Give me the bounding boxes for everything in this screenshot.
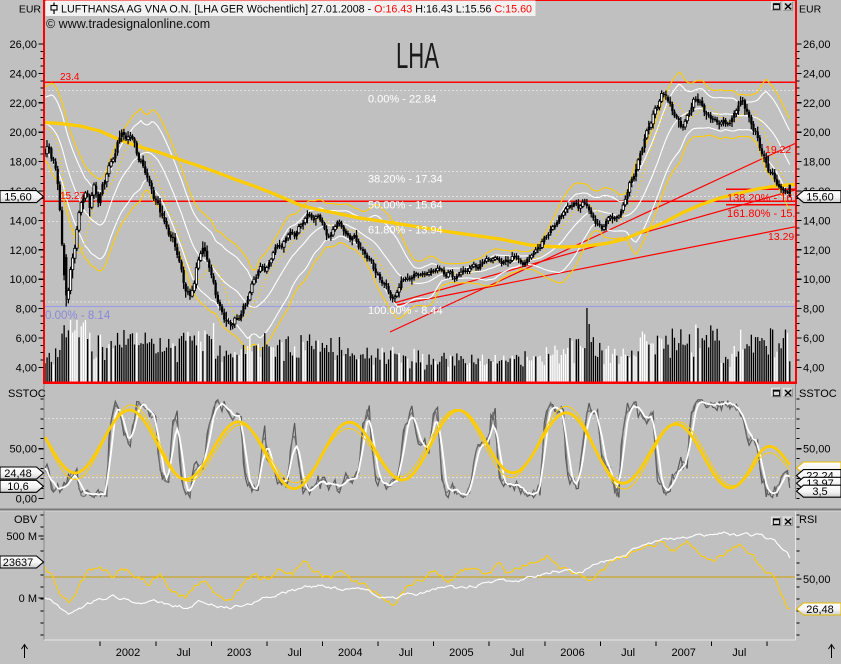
svg-text:14,00: 14,00 bbox=[803, 215, 831, 227]
svg-text:15,60: 15,60 bbox=[806, 192, 834, 204]
svg-text:13.29: 13.29 bbox=[768, 231, 794, 243]
svg-text:12,00: 12,00 bbox=[9, 245, 37, 257]
svg-text:20,00: 20,00 bbox=[803, 127, 831, 139]
svg-text:38.20% - 17.34: 38.20% - 17.34 bbox=[368, 174, 443, 186]
svg-text:15,60: 15,60 bbox=[4, 192, 32, 204]
svg-text:18,00: 18,00 bbox=[9, 157, 37, 169]
svg-text:24,48: 24,48 bbox=[4, 468, 32, 480]
svg-text:26,00: 26,00 bbox=[803, 39, 831, 51]
svg-text:100.00% - 8.44: 100.00% - 8.44 bbox=[368, 305, 443, 317]
svg-text:10,00: 10,00 bbox=[9, 274, 37, 286]
svg-text:3,5: 3,5 bbox=[812, 486, 827, 498]
svg-text:50,00: 50,00 bbox=[803, 574, 831, 586]
svg-text:26,48: 26,48 bbox=[806, 604, 834, 616]
svg-text:0.00% - 8.14: 0.00% - 8.14 bbox=[45, 310, 111, 322]
svg-text:12,00: 12,00 bbox=[803, 245, 831, 257]
svg-text:50,00: 50,00 bbox=[9, 444, 37, 456]
svg-text:EUR: EUR bbox=[19, 4, 42, 16]
svg-text:2002: 2002 bbox=[116, 647, 140, 659]
svg-text:0,00: 0,00 bbox=[16, 494, 37, 506]
svg-text:138.20% - 16.11: 138.20% - 16.11 bbox=[727, 193, 807, 205]
svg-text:Jul: Jul bbox=[399, 647, 413, 659]
svg-text:Jul: Jul bbox=[177, 647, 191, 659]
svg-text:26,00: 26,00 bbox=[9, 39, 37, 51]
svg-text:2004: 2004 bbox=[338, 647, 362, 659]
svg-text:Jul: Jul bbox=[288, 647, 302, 659]
svg-text:4,00: 4,00 bbox=[803, 362, 824, 374]
svg-text:24,00: 24,00 bbox=[9, 68, 37, 80]
svg-text:61.80% - 13.94: 61.80% - 13.94 bbox=[368, 225, 443, 237]
svg-text:RSI: RSI bbox=[799, 514, 817, 526]
svg-text:EUR: EUR bbox=[799, 4, 822, 16]
svg-text:50,00: 50,00 bbox=[803, 444, 831, 456]
svg-text:6,00: 6,00 bbox=[16, 333, 37, 345]
svg-text:24,00: 24,00 bbox=[803, 68, 831, 80]
svg-text:SSTOC: SSTOC bbox=[799, 388, 837, 400]
svg-text:0.00% - 22.84: 0.00% - 22.84 bbox=[368, 94, 437, 106]
svg-text:Jul: Jul bbox=[621, 647, 635, 659]
svg-text:22,00: 22,00 bbox=[803, 98, 831, 110]
svg-text:0 M: 0 M bbox=[19, 593, 37, 605]
svg-text:14,00: 14,00 bbox=[9, 215, 37, 227]
svg-text:20,00: 20,00 bbox=[9, 127, 37, 139]
svg-text:10,6: 10,6 bbox=[7, 481, 28, 493]
svg-text:23.4: 23.4 bbox=[60, 72, 80, 83]
svg-text:2005: 2005 bbox=[449, 647, 473, 659]
svg-text:50.00% - 15.64: 50.00% - 15.64 bbox=[368, 200, 443, 212]
svg-text:22,00: 22,00 bbox=[9, 98, 37, 110]
svg-text:23637: 23637 bbox=[3, 557, 34, 569]
svg-text:161.80% - 15.09: 161.80% - 15.09 bbox=[727, 208, 808, 220]
svg-text:6,00: 6,00 bbox=[803, 333, 824, 345]
svg-text:Jul: Jul bbox=[732, 647, 746, 659]
svg-text:500 M: 500 M bbox=[6, 531, 37, 543]
svg-text:4,00: 4,00 bbox=[16, 362, 37, 374]
svg-text:© www.tradesignalonline.com: © www.tradesignalonline.com bbox=[46, 17, 210, 31]
svg-text:8,00: 8,00 bbox=[803, 304, 824, 316]
svg-text:2007: 2007 bbox=[671, 647, 695, 659]
svg-text:LUFTHANSA AG VNA O.N. [LHA GER: LUFTHANSA AG VNA O.N. [LHA GER Wöchentli… bbox=[61, 4, 532, 16]
svg-text:2006: 2006 bbox=[560, 647, 584, 659]
svg-text:LHA: LHA bbox=[396, 35, 439, 76]
svg-text:19.22: 19.22 bbox=[765, 144, 791, 156]
svg-text:2003: 2003 bbox=[227, 647, 251, 659]
svg-text:18,00: 18,00 bbox=[803, 157, 831, 169]
svg-text:8,00: 8,00 bbox=[16, 304, 37, 316]
svg-text:OBV: OBV bbox=[14, 514, 38, 526]
svg-text:Jul: Jul bbox=[510, 647, 524, 659]
svg-text:15.27: 15.27 bbox=[60, 191, 85, 202]
svg-text:10,00: 10,00 bbox=[803, 274, 831, 286]
svg-text:SSTOC: SSTOC bbox=[8, 388, 46, 400]
